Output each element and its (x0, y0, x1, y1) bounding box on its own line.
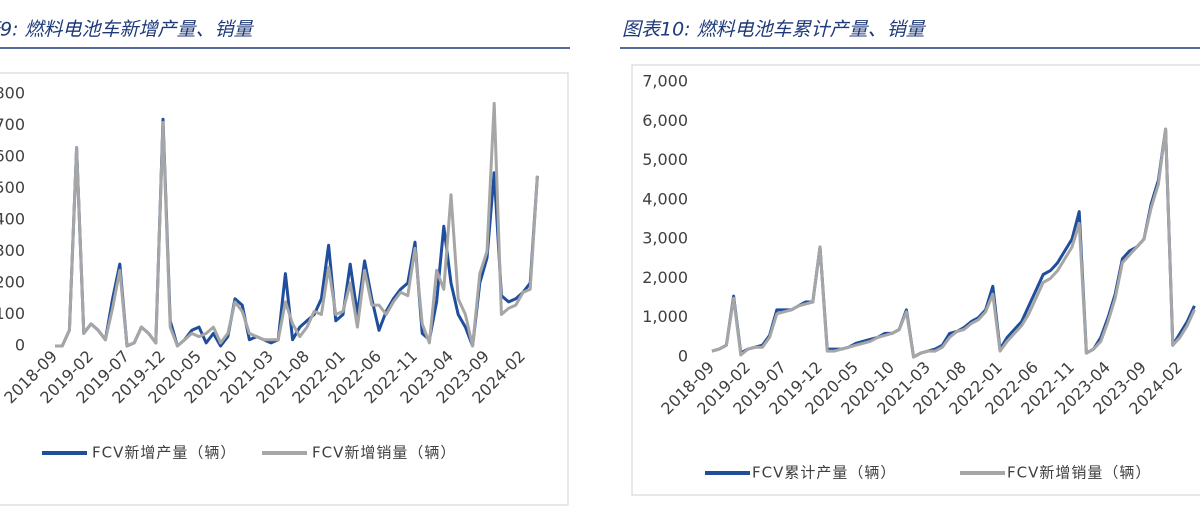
chart-title: 图表9: 燃料电池车新增产量、销量 (0, 19, 255, 41)
y-tick-label: 700 (0, 115, 25, 134)
y-tick-label: 500 (0, 178, 25, 197)
y-tick-label: 100 (0, 304, 25, 323)
y-tick-label: 3,000 (642, 229, 688, 248)
series-line (711, 127, 1196, 359)
legend-label: FCV新增产量（辆） (92, 444, 236, 462)
series-line (711, 127, 1196, 359)
y-tick-label: 400 (0, 210, 25, 229)
chart-title: 图表10: 燃料电池车累计产量、销量 (622, 19, 927, 41)
y-tick-label: 0 (678, 347, 688, 366)
legend-label: FCV新增销量（辆） (1007, 464, 1151, 482)
legend-label: FCV新增销量（辆） (312, 444, 456, 462)
y-tick-label: 7,000 (642, 72, 688, 91)
y-tick-label: 5,000 (642, 150, 688, 169)
y-tick-label: 0 (15, 336, 25, 355)
y-tick-label: 2,000 (642, 268, 688, 287)
y-tick-label: 6,000 (642, 111, 688, 130)
y-tick-label: 200 (0, 273, 25, 292)
y-tick-label: 800 (0, 84, 25, 103)
legend-label: FCV累计产量（辆） (752, 464, 896, 482)
chart-frame (631, 64, 1200, 496)
y-tick-label: 300 (0, 241, 25, 260)
y-tick-label: 600 (0, 147, 25, 166)
chart-frame (0, 72, 569, 506)
y-tick-label: 4,000 (642, 189, 688, 208)
y-tick-label: 1,000 (642, 307, 688, 326)
series-line (55, 101, 539, 348)
